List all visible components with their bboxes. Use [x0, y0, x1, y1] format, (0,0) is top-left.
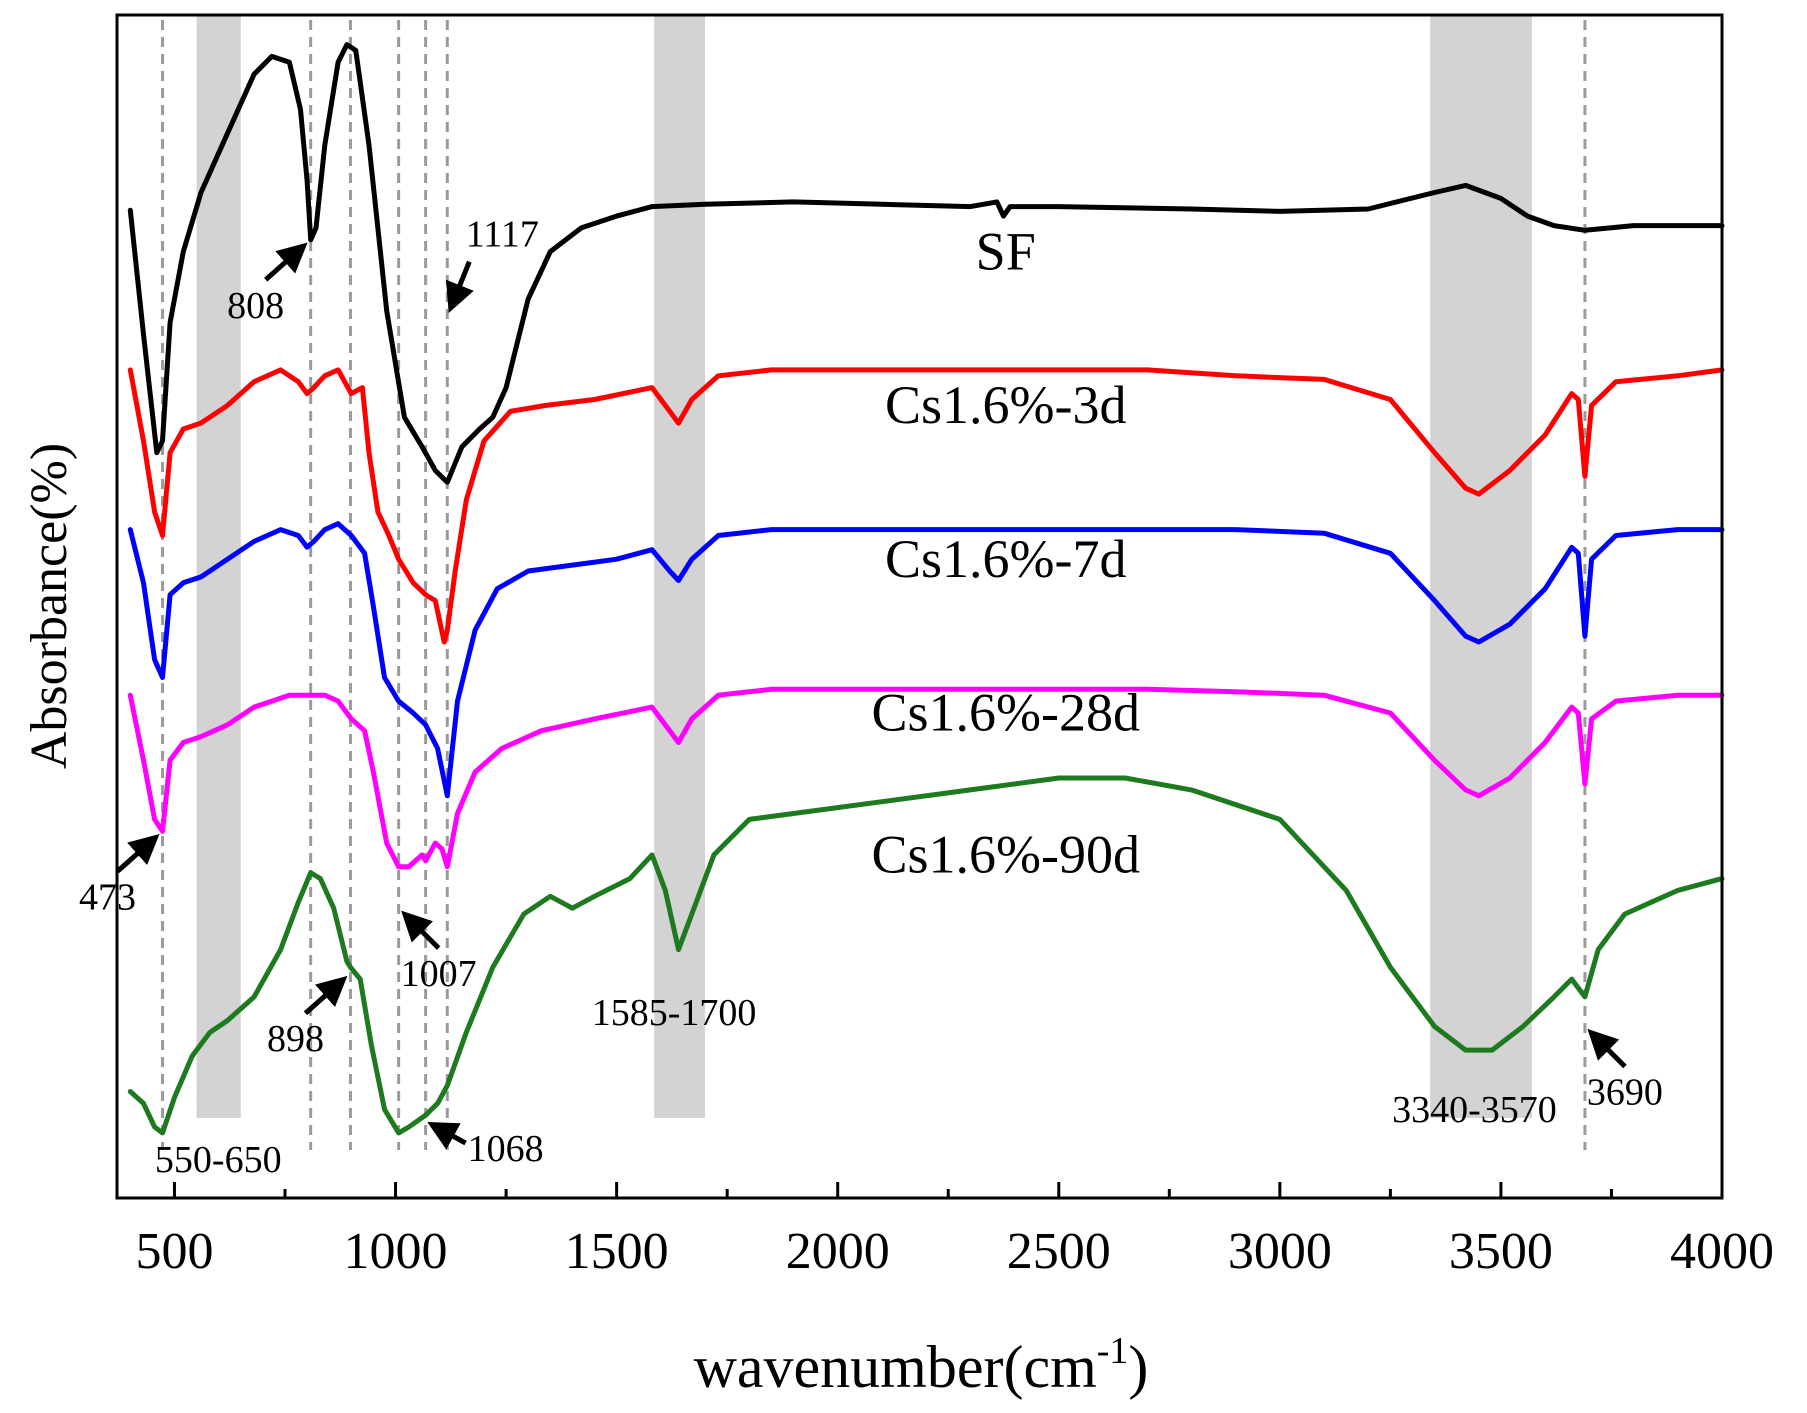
annotations-layer: 808 1117 473 898 1007 1068 3690 — [79, 214, 1663, 1170]
annotation-label-1: 1117 — [466, 214, 539, 256]
annotation-arrow-2 — [115, 833, 160, 874]
series-line-1 — [127, 367, 1725, 645]
band-1 — [654, 15, 706, 1118]
annotation-label-4: 1007 — [401, 953, 477, 995]
series-layer — [127, 42, 1725, 1136]
x-tick-label: 1000 — [344, 1223, 448, 1280]
annotation-arrow-0 — [264, 242, 308, 282]
x-tick-label: 2000 — [786, 1223, 890, 1280]
x-axis-label-close: ) — [1128, 1334, 1148, 1400]
x-tick-label: 2500 — [1007, 1223, 1111, 1280]
annotation-arrow-3 — [303, 975, 348, 1016]
series-label-4: Cs1.6%-90d — [871, 825, 1140, 885]
annotation-label-2: 473 — [79, 876, 136, 918]
x-tick-label: 500 — [135, 1223, 213, 1280]
annotation-label-3: 898 — [267, 1018, 324, 1060]
x-tick-label: 4000 — [1670, 1223, 1774, 1280]
x-axis-label-main: wavenumber(cm — [694, 1334, 1097, 1400]
band-label-2: 3340-3570 — [1392, 1089, 1557, 1131]
x-axis-label-sup: -1 — [1097, 1330, 1129, 1372]
annotation-label-6: 3690 — [1587, 1071, 1663, 1113]
series-label-2: Cs1.6%-7d — [885, 529, 1127, 589]
x-axis: 500 1000 1500 2000 2500 3000 3500 4000 — [135, 1182, 1774, 1280]
series-line-3 — [127, 686, 1725, 870]
annotation-label-0: 808 — [227, 285, 284, 327]
x-tick-label: 3500 — [1449, 1223, 1553, 1280]
series-line-2 — [127, 521, 1725, 799]
band-2 — [1430, 15, 1532, 1118]
annotation-label-5: 1068 — [468, 1128, 544, 1170]
x-axis-label: wavenumber(cm-1) — [694, 1330, 1149, 1400]
annotation-arrow-4 — [401, 910, 441, 950]
annotation-arrow-5 — [427, 1121, 467, 1150]
bands-layer — [196, 15, 1532, 1118]
x-tick-label: 3000 — [1228, 1223, 1332, 1280]
band-label-0: 550-650 — [155, 1139, 282, 1181]
y-axis-label: Absorbance(%) — [21, 443, 78, 769]
plot-frame — [115, 13, 1724, 1200]
series-line-0 — [127, 42, 1725, 485]
series-line-4 — [127, 775, 1725, 1136]
band-label-1: 1585-1700 — [592, 992, 757, 1034]
series-label-0: SF — [976, 221, 1036, 281]
series-labels-layer: SF Cs1.6%-3d Cs1.6%-7d Cs1.6%-28d Cs1.6%-90d… — [155, 221, 1557, 1181]
annotation-arrow-6 — [1587, 1028, 1627, 1069]
series-label-1: Cs1.6%-3d — [885, 375, 1127, 435]
x-tick-label: 1500 — [565, 1223, 669, 1280]
series-label-3: Cs1.6%-28d — [871, 683, 1140, 743]
annotation-arrow-1 — [445, 260, 474, 314]
